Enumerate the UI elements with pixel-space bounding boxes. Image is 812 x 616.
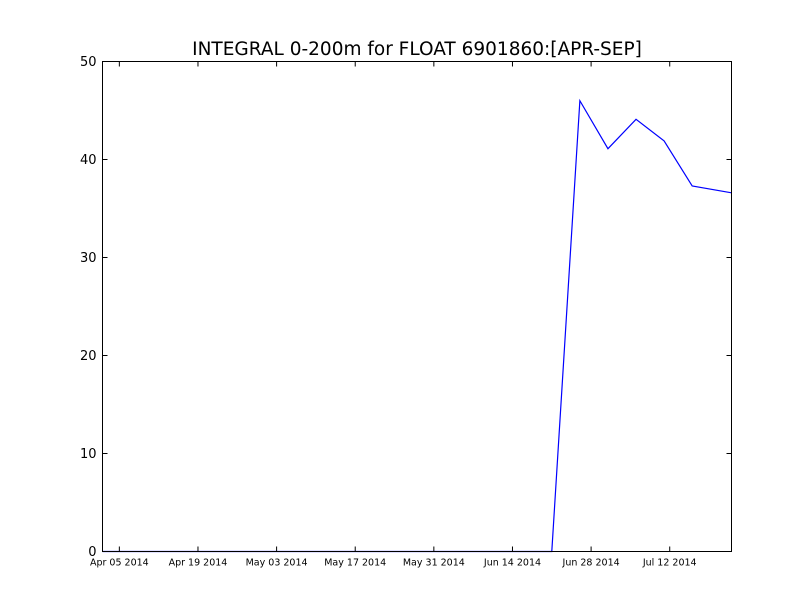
axes-frame [102, 61, 732, 552]
y-tick-label: 20 [80, 349, 97, 364]
x-tick-label: May 31 2014 [403, 558, 465, 569]
y-tick-label: 10 [80, 447, 97, 462]
x-tick-label: Apr 19 2014 [169, 558, 228, 569]
y-tick-label: 40 [80, 153, 97, 168]
x-tick-label: Jun 14 2014 [483, 558, 541, 569]
chart-title: INTEGRAL 0-200m for FLOAT 6901860:[APR-S… [192, 39, 642, 60]
plot-area: 0 10 20 30 40 50 Apr 05 2014 Apr 19 2014 May 03 … [80, 55, 732, 569]
y-tick-label: 0 [88, 545, 96, 560]
y-tick-label: 50 [80, 55, 97, 70]
x-tick-label: May 03 2014 [246, 558, 308, 569]
x-tick-label: Apr 05 2014 [90, 558, 149, 569]
x-tick-label: Jun 28 2014 [562, 558, 620, 569]
series-line-0 [102, 98, 732, 553]
x-tick-label: May 17 2014 [324, 558, 386, 569]
x-tick-label: Jul 12 2014 [642, 558, 697, 569]
y-tick-label: 30 [80, 251, 97, 266]
